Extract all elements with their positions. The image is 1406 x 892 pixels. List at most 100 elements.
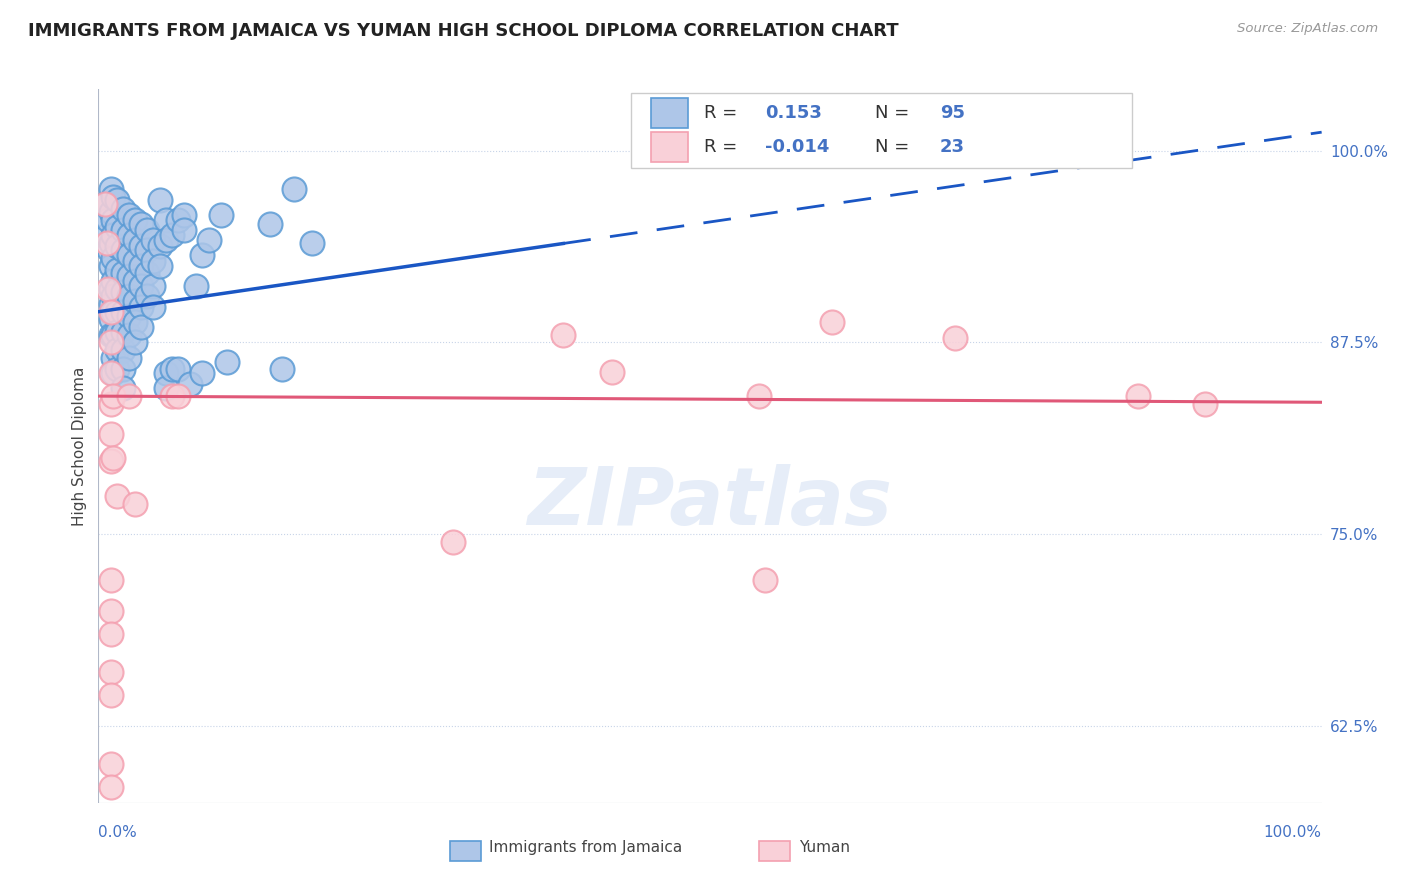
- Point: [129, 300, 152, 314]
- Point: [142, 300, 165, 314]
- Point: [111, 223, 134, 237]
- Point: [129, 320, 152, 334]
- Point: [943, 331, 966, 345]
- Point: [101, 327, 124, 342]
- Point: [98, 244, 121, 258]
- Point: [1194, 397, 1216, 411]
- Text: N =: N =: [875, 138, 915, 156]
- Point: [136, 266, 159, 280]
- Point: [129, 259, 152, 273]
- Point: [118, 227, 141, 242]
- Point: [100, 235, 122, 250]
- Point: [100, 335, 122, 350]
- Point: [136, 289, 159, 303]
- Y-axis label: High School Diploma: High School Diploma: [72, 367, 87, 525]
- Point: [105, 325, 128, 339]
- Point: [100, 689, 122, 703]
- Point: [754, 574, 776, 588]
- Point: [118, 289, 141, 303]
- Point: [209, 208, 232, 222]
- Text: R =: R =: [704, 104, 742, 122]
- Point: [600, 365, 623, 379]
- Point: [111, 361, 134, 376]
- Point: [100, 757, 122, 772]
- Point: [124, 335, 146, 350]
- Text: 0.153: 0.153: [765, 104, 823, 122]
- Point: [186, 278, 208, 293]
- Point: [111, 202, 134, 216]
- Point: [101, 351, 124, 365]
- Point: [136, 244, 159, 258]
- Text: Yuman: Yuman: [799, 840, 849, 855]
- Point: [100, 665, 122, 680]
- Point: [142, 233, 165, 247]
- Point: [100, 366, 122, 380]
- Point: [124, 293, 146, 308]
- Point: [160, 389, 183, 403]
- Point: [124, 274, 146, 288]
- Text: Immigrants from Jamaica: Immigrants from Jamaica: [489, 840, 682, 855]
- Point: [111, 244, 134, 258]
- Point: [101, 304, 124, 318]
- Point: [259, 217, 281, 231]
- Point: [118, 208, 141, 222]
- Point: [301, 235, 323, 250]
- Text: IMMIGRANTS FROM JAMAICA VS YUMAN HIGH SCHOOL DIPLOMA CORRELATION CHART: IMMIGRANTS FROM JAMAICA VS YUMAN HIGH SC…: [28, 22, 898, 40]
- Text: 0.0%: 0.0%: [98, 825, 138, 840]
- Point: [160, 361, 183, 376]
- Point: [1128, 389, 1150, 403]
- Point: [179, 376, 201, 391]
- Point: [105, 238, 128, 252]
- Point: [155, 233, 177, 247]
- Point: [111, 285, 134, 299]
- Text: 95: 95: [941, 104, 965, 122]
- Point: [100, 327, 122, 342]
- Point: [111, 343, 134, 357]
- Point: [105, 489, 128, 503]
- Text: 23: 23: [941, 138, 965, 156]
- Point: [124, 254, 146, 268]
- Point: [118, 248, 141, 262]
- Point: [93, 197, 115, 211]
- Point: [118, 269, 141, 284]
- Point: [101, 274, 124, 288]
- Point: [111, 325, 134, 339]
- Point: [118, 327, 141, 342]
- Point: [149, 238, 172, 252]
- Point: [105, 263, 128, 277]
- Point: [441, 535, 464, 549]
- Point: [553, 327, 575, 342]
- Point: [101, 227, 124, 242]
- Point: [149, 259, 172, 273]
- Point: [101, 289, 124, 303]
- Point: [111, 266, 134, 280]
- Point: [149, 193, 172, 207]
- Point: [155, 381, 177, 395]
- Point: [118, 389, 141, 403]
- Bar: [651, 98, 688, 128]
- Point: [748, 389, 770, 403]
- Text: 100.0%: 100.0%: [1264, 825, 1322, 840]
- Point: [124, 316, 146, 330]
- Point: [118, 351, 141, 365]
- Point: [93, 197, 115, 211]
- Text: ZIPatlas: ZIPatlas: [527, 464, 893, 542]
- Point: [167, 212, 190, 227]
- Point: [129, 278, 152, 293]
- Point: [100, 205, 122, 219]
- Point: [96, 227, 118, 242]
- Text: -0.014: -0.014: [765, 138, 830, 156]
- Point: [173, 223, 195, 237]
- Point: [124, 497, 146, 511]
- Point: [136, 223, 159, 237]
- Point: [96, 235, 118, 250]
- Point: [101, 450, 124, 465]
- Point: [105, 304, 128, 318]
- Point: [105, 193, 128, 207]
- Point: [124, 233, 146, 247]
- Point: [100, 574, 122, 588]
- Point: [191, 366, 214, 380]
- Point: [270, 361, 294, 376]
- FancyBboxPatch shape: [630, 93, 1132, 168]
- Point: [101, 189, 124, 203]
